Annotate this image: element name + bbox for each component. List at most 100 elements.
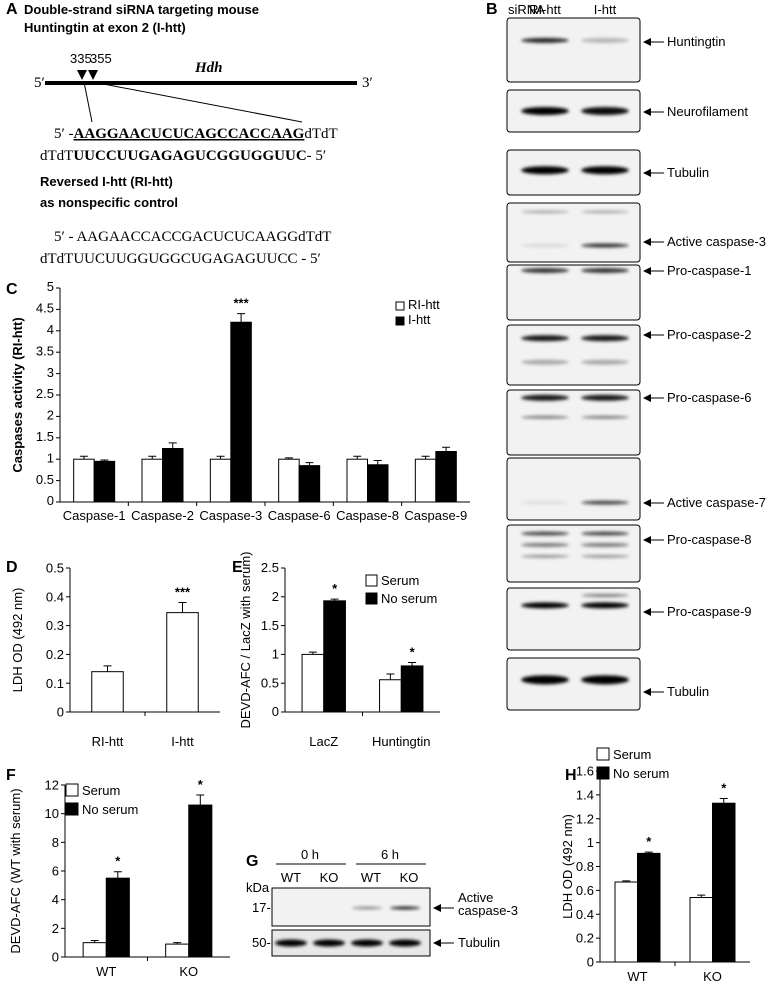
error-bar: [284, 457, 293, 460]
error-bar: [216, 455, 225, 460]
y-tick-label: 0: [587, 955, 594, 970]
y-axis-label: Caspases activity (RI-htt): [10, 317, 25, 472]
bar: [614, 881, 638, 963]
blot: [506, 524, 641, 583]
error-bar: [148, 455, 157, 460]
blot-band: [389, 939, 421, 947]
y-tick-label: 12: [45, 778, 59, 793]
bar: [278, 458, 300, 503]
time-label: 6 h: [381, 847, 399, 862]
marker-label: 50-: [252, 935, 271, 950]
blot-band: [581, 675, 629, 685]
blot-label: Pro-caspase-6: [667, 390, 752, 405]
marker-label: 17-: [252, 900, 271, 915]
error-bar: [421, 455, 430, 460]
blot-band: [581, 394, 629, 401]
blot-band: [581, 210, 629, 214]
bar: [323, 600, 346, 713]
y-tick-label: 10: [45, 806, 59, 821]
blot-band: [313, 939, 345, 947]
error-bar: [305, 462, 314, 466]
y-tick-label: 0: [47, 493, 54, 508]
blot-band: [521, 268, 569, 273]
blot-label: Tubulin: [667, 165, 709, 180]
y-tick-label: 5: [47, 279, 54, 294]
blot-band: [390, 906, 420, 910]
error-bar: [442, 446, 451, 452]
error-bar: [90, 940, 99, 943]
significance: *: [410, 644, 416, 659]
panel-title: Huntingtin at exon 2 (I-htt): [24, 20, 186, 35]
y-axis-label: LDH OD (492 nm): [560, 814, 575, 919]
sequence: AAGGAACUCUCAGCCACCAAG: [74, 126, 305, 142]
bar: [435, 450, 457, 503]
bar: [298, 465, 321, 503]
lane-label: RI-htt: [529, 2, 561, 17]
control-strand: dTdTUUCUUGGUGGCUGAGAGUUCC - 5′: [40, 251, 321, 267]
blot: [506, 324, 641, 386]
blot-band: [521, 394, 569, 401]
legend-label: No serum: [613, 766, 669, 781]
legend-label: No serum: [381, 591, 437, 606]
significance: *: [721, 780, 727, 795]
error-bar: [100, 459, 109, 462]
y-tick-label: 3.5: [36, 343, 54, 358]
x-tick-label: KO: [703, 969, 722, 984]
error-bar: [196, 794, 205, 806]
bar: [105, 877, 130, 958]
lane-header: siRNA: [508, 2, 545, 17]
blot-band: [521, 554, 569, 558]
blot: [506, 389, 641, 456]
y-tick-label: 1.5: [261, 618, 279, 633]
y-tick-label: 0.4: [576, 907, 594, 922]
x-tick-label: WT: [96, 964, 116, 979]
y-tick-label: 0.6: [576, 883, 594, 898]
legend-label: RI-htt: [408, 297, 440, 312]
x-tick-label: Caspase-1: [63, 508, 126, 523]
blot-band: [581, 542, 629, 547]
blot-band: [581, 500, 629, 505]
blot-band: [581, 166, 629, 175]
x-tick-label: LacZ: [309, 734, 338, 749]
panel-title: Double-strand siRNA targeting mouse: [24, 2, 259, 17]
blot-band: [521, 335, 569, 342]
y-tick-label: 4: [47, 322, 54, 337]
overhang: dTdT: [304, 126, 337, 142]
y-tick-label: 0.4: [46, 589, 64, 604]
y-tick-label: 8: [52, 835, 59, 850]
y-tick-label: 1: [272, 647, 279, 662]
control-title: as nonspecific control: [40, 195, 178, 210]
blot-band: [521, 602, 569, 609]
blot-band: [521, 415, 569, 419]
legend-swatch: [365, 592, 378, 605]
bar: [712, 802, 736, 963]
y-tick-label: 6: [52, 864, 59, 879]
panel-label: E: [232, 559, 243, 576]
blot-label: Tubulin: [667, 684, 709, 699]
x-tick-label: Caspase-6: [268, 508, 331, 523]
y-axis-label: DEVD-AFC (WT with serum): [8, 788, 23, 953]
y-tick-label: 1: [587, 835, 594, 850]
legend-label: Serum: [82, 783, 120, 798]
blot-band: [351, 939, 383, 947]
blot-band: [275, 939, 307, 947]
panel-label: D: [6, 559, 18, 576]
unit-label: kDa: [246, 880, 270, 895]
blot: [506, 457, 641, 521]
blot-band: [581, 531, 629, 536]
y-tick-label: 2: [47, 408, 54, 423]
bar: [301, 653, 325, 713]
y-tick-label: 2: [52, 921, 59, 936]
error-bar: [353, 455, 362, 460]
panel-label: F: [6, 767, 16, 784]
bar: [73, 458, 95, 503]
bar: [367, 464, 389, 503]
blot-band: [521, 531, 569, 536]
error-bar: [237, 313, 246, 323]
y-tick-label: 2: [272, 589, 279, 604]
y-tick-label: 1: [47, 450, 54, 465]
error-bar: [644, 851, 653, 854]
control-strand: 5′ - AAGAACCACCGACUCUCAAGGdTdT: [54, 229, 331, 245]
lane-label: KO: [400, 870, 419, 885]
blot-band: [521, 107, 569, 115]
